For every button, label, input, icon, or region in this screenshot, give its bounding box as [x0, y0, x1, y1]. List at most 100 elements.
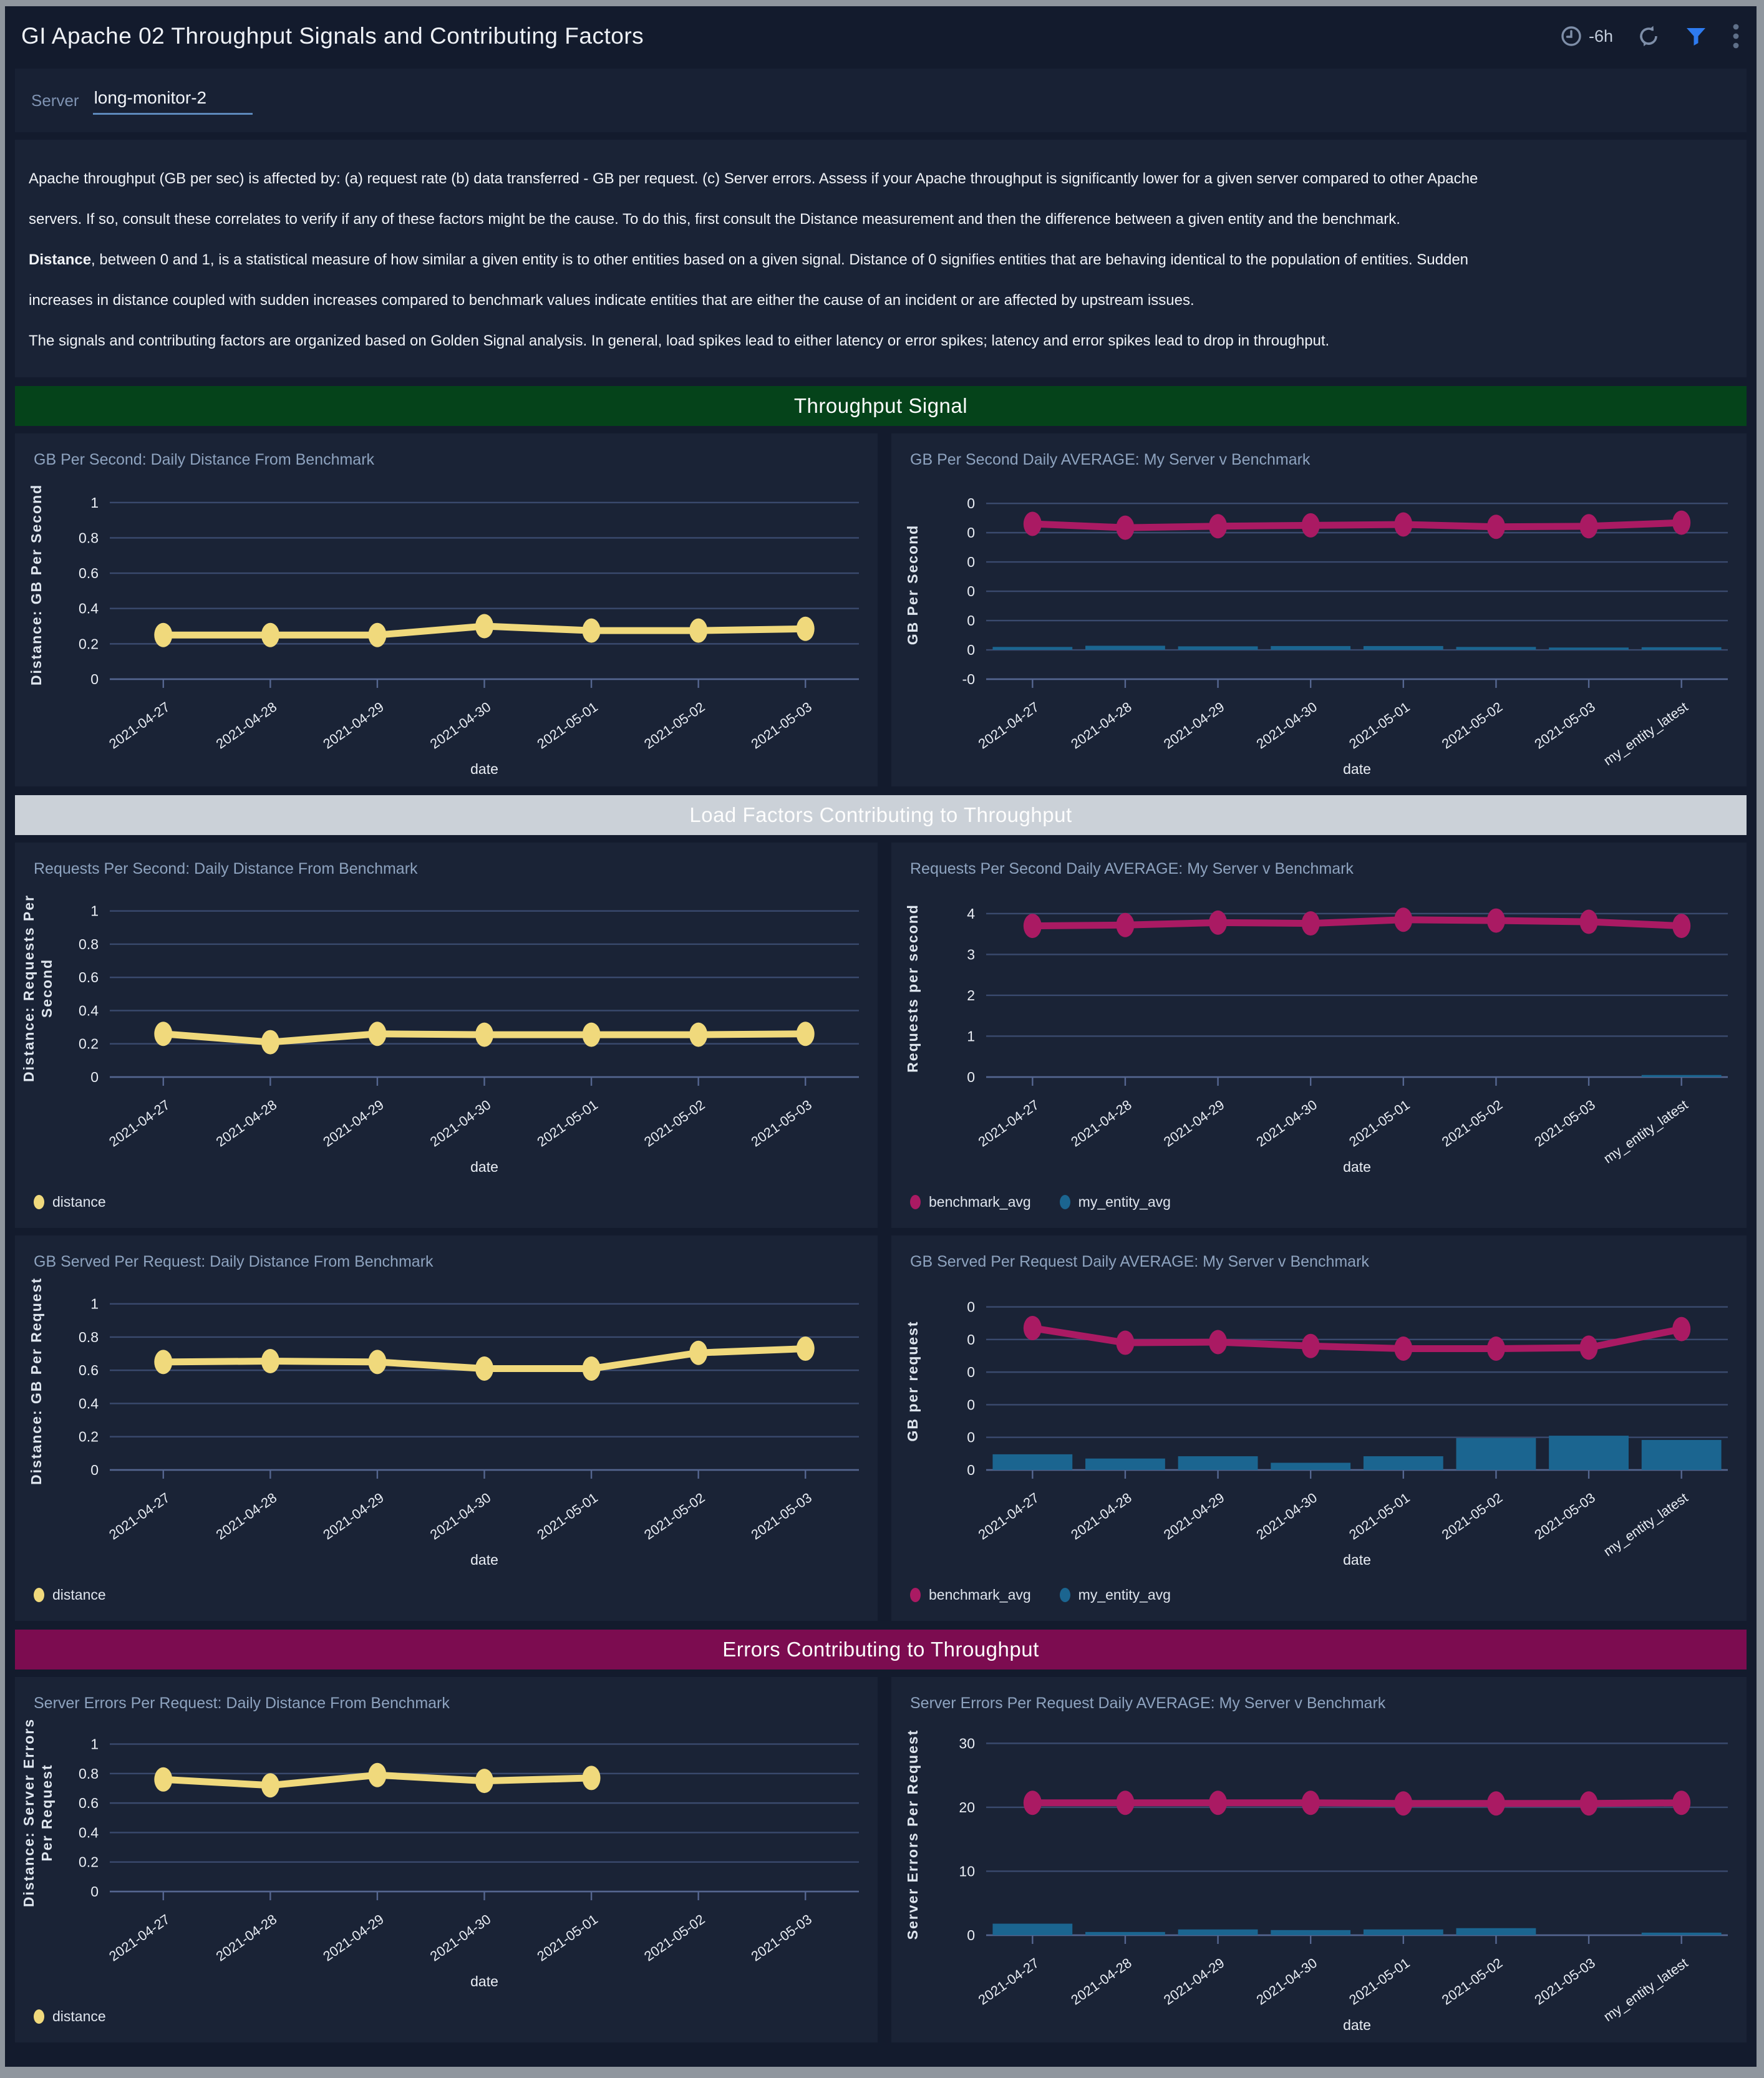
svg-text:date: date [1343, 2017, 1371, 2033]
svg-text:2021-04-30: 2021-04-30 [1254, 1097, 1321, 1150]
legend-item-my_entity_avg[interactable]: my_entity_avg [1059, 1194, 1171, 1211]
description-line: Apache throughput (GB per sec) is affect… [29, 170, 1478, 187]
refresh-icon[interactable] [1637, 24, 1660, 48]
filter-bar: Server long-monitor-2 [15, 69, 1747, 132]
filter-funnel-icon[interactable] [1684, 24, 1708, 48]
chart-server-errors-distance[interactable]: 0 0.2 0.4 0.6 0.8 1 2021-04-27 2021-04-28 2021-0… [15, 1716, 878, 1999]
svg-text:1: 1 [967, 1028, 975, 1044]
legend-item-distance[interactable]: distance [34, 1587, 106, 1603]
kebab-menu-icon[interactable] [1732, 22, 1740, 50]
chart-panel: Server Errors Per Request: Daily Distanc… [15, 1677, 878, 2042]
svg-text:0: 0 [90, 1069, 99, 1085]
svg-text:2021-04-28: 2021-04-28 [1068, 699, 1135, 752]
svg-text:2021-05-02: 2021-05-02 [641, 699, 708, 752]
chart-requests-per-second-distance[interactable]: 0 0.2 0.4 0.6 0.8 1 2021-04-27 2021-04-28 2021-0… [15, 882, 878, 1184]
svg-text:0.2: 0.2 [79, 1036, 99, 1052]
dashboard-header: GI Apache 02 Throughput Signals and Cont… [14, 6, 1748, 66]
chart-gb-per-second-average[interactable]: -0 0 0 0 0 0 0 2021-04-27 2021-04-28 2021-04-29 20… [891, 473, 1747, 786]
chart-server-errors-average[interactable]: 0 10 20 30 2021-04-27 2021-04-28 2021-04-29 202… [891, 1716, 1747, 2042]
svg-text:Per Request: Per Request [39, 1764, 55, 1861]
legend-item-distance[interactable]: distance [34, 2008, 106, 2025]
svg-text:2021-04-30: 2021-04-30 [1254, 1955, 1321, 2008]
svg-text:2021-05-02: 2021-05-02 [1439, 699, 1506, 752]
svg-text:2021-05-02: 2021-05-02 [641, 1911, 708, 1964]
svg-text:2021-04-28: 2021-04-28 [1068, 1955, 1135, 2008]
svg-text:my_entity_latest: my_entity_latest [1601, 1097, 1691, 1167]
svg-text:0.6: 0.6 [79, 969, 99, 985]
svg-text:2021-05-01: 2021-05-01 [1346, 1955, 1413, 2008]
svg-text:2021-04-29: 2021-04-29 [320, 1911, 387, 1964]
svg-text:10: 10 [959, 1863, 975, 1879]
legend-item-my_entity_avg[interactable]: my_entity_avg [1059, 1587, 1171, 1603]
description-line: Distance, between 0 and 1, is a statisti… [29, 251, 1469, 268]
svg-text:2021-04-29: 2021-04-29 [320, 1097, 387, 1150]
svg-text:2021-04-29: 2021-04-29 [320, 1490, 387, 1543]
svg-text:2021-05-01: 2021-05-01 [1346, 699, 1413, 752]
svg-text:1: 1 [90, 1296, 99, 1312]
dashboard: GI Apache 02 Throughput Signals and Cont… [5, 6, 1757, 2067]
svg-text:2021-04-29: 2021-04-29 [1161, 1955, 1228, 2008]
svg-text:Second: Second [39, 959, 55, 1018]
chart-gb-served-per-request-distance[interactable]: 0 0.2 0.4 0.6 0.8 1 2021-04-27 2021-04-28 2021-0… [15, 1275, 878, 1577]
chart-row: Requests Per Second: Daily Distance From… [15, 843, 1747, 1228]
server-filter-label: Server [31, 90, 79, 110]
chart-title: Server Errors Per Request: Daily Distanc… [34, 1694, 450, 1712]
section-banner-errors: Errors Contributing to Throughput [15, 1630, 1747, 1670]
svg-text:0.2: 0.2 [79, 635, 99, 652]
chart-gb-per-second-distance[interactable]: 0 0.2 0.4 0.6 0.8 1 2021-04-27 2021-04-28 2021-0… [15, 473, 878, 786]
svg-text:0.4: 0.4 [79, 1824, 99, 1840]
svg-text:2021-04-29: 2021-04-29 [1161, 699, 1228, 752]
legend-dot [1059, 1587, 1070, 1602]
svg-text:20: 20 [959, 1799, 975, 1815]
svg-text:date: date [1343, 1552, 1371, 1568]
server-filter-input[interactable]: long-monitor-2 [92, 87, 253, 115]
svg-text:Distance: GB Per Request: Distance: GB Per Request [28, 1277, 44, 1485]
chart-panel: GB Served Per Request: Daily Distance Fr… [15, 1235, 878, 1621]
chart-title: GB Per Second Daily AVERAGE: My Server v… [910, 451, 1311, 468]
svg-text:0.6: 0.6 [79, 1795, 99, 1811]
svg-text:Distance: GB Per Second: Distance: GB Per Second [28, 484, 44, 685]
svg-text:3: 3 [967, 946, 975, 962]
svg-text:0: 0 [967, 554, 975, 570]
svg-text:2021-04-27: 2021-04-27 [976, 1490, 1042, 1543]
svg-text:2021-04-27: 2021-04-27 [976, 1955, 1042, 2008]
legend-item-benchmark_avg[interactable]: benchmark_avg [910, 1587, 1031, 1603]
svg-text:2021-04-29: 2021-04-29 [320, 699, 387, 752]
svg-text:GB Per Second: GB Per Second [904, 524, 921, 645]
svg-text:my_entity_latest: my_entity_latest [1601, 1955, 1691, 2025]
section-banner-load-factors: Load Factors Contributing to Throughput [15, 795, 1747, 835]
svg-text:date: date [1343, 761, 1371, 777]
svg-text:0: 0 [967, 1396, 975, 1413]
svg-text:1: 1 [90, 1736, 99, 1752]
svg-text:2: 2 [967, 987, 975, 1003]
svg-text:0.2: 0.2 [79, 1854, 99, 1870]
legend-item-benchmark_avg[interactable]: benchmark_avg [910, 1194, 1031, 1211]
svg-text:2021-05-03: 2021-05-03 [749, 1911, 815, 1964]
chart-panel: GB Per Second Daily AVERAGE: My Server v… [891, 433, 1747, 786]
svg-text:my_entity_latest: my_entity_latest [1601, 1490, 1691, 1560]
legend-dot [910, 1587, 921, 1602]
svg-text:2021-04-27: 2021-04-27 [106, 1490, 173, 1543]
svg-text:2021-04-27: 2021-04-27 [106, 1097, 173, 1150]
legend-item-distance[interactable]: distance [34, 1194, 106, 1211]
svg-text:0: 0 [967, 1299, 975, 1315]
svg-text:0: 0 [967, 612, 975, 629]
page-title: GI Apache 02 Throughput Signals and Cont… [21, 23, 644, 49]
svg-text:date: date [470, 761, 498, 777]
svg-text:0.8: 0.8 [79, 1329, 99, 1345]
chart-title: Requests Per Second Daily AVERAGE: My Se… [910, 860, 1354, 877]
svg-text:0: 0 [967, 1364, 975, 1380]
svg-text:2021-04-27: 2021-04-27 [976, 699, 1042, 752]
chart-gb-served-per-request-average[interactable]: 0 0 0 0 0 0 2021-04-27 2021-04-28 2021-04-29 2021… [891, 1275, 1747, 1577]
chart-title: GB Served Per Request Daily AVERAGE: My … [910, 1253, 1369, 1270]
svg-text:4: 4 [967, 906, 975, 922]
svg-text:2021-05-01: 2021-05-01 [534, 699, 601, 752]
svg-text:0.8: 0.8 [79, 936, 99, 952]
chart-requests-per-second-average[interactable]: 0 1 2 3 4 2021-04-27 2021-04-28 2021-04-29 2021-… [891, 882, 1747, 1184]
svg-text:2021-05-02: 2021-05-02 [641, 1097, 708, 1150]
chart-title: GB Per Second: Daily Distance From Bench… [34, 451, 375, 468]
svg-text:2021-05-03: 2021-05-03 [1531, 1955, 1598, 2008]
time-range-control[interactable]: -6h [1560, 25, 1613, 47]
svg-text:0: 0 [967, 495, 975, 511]
svg-text:30: 30 [959, 1735, 975, 1751]
